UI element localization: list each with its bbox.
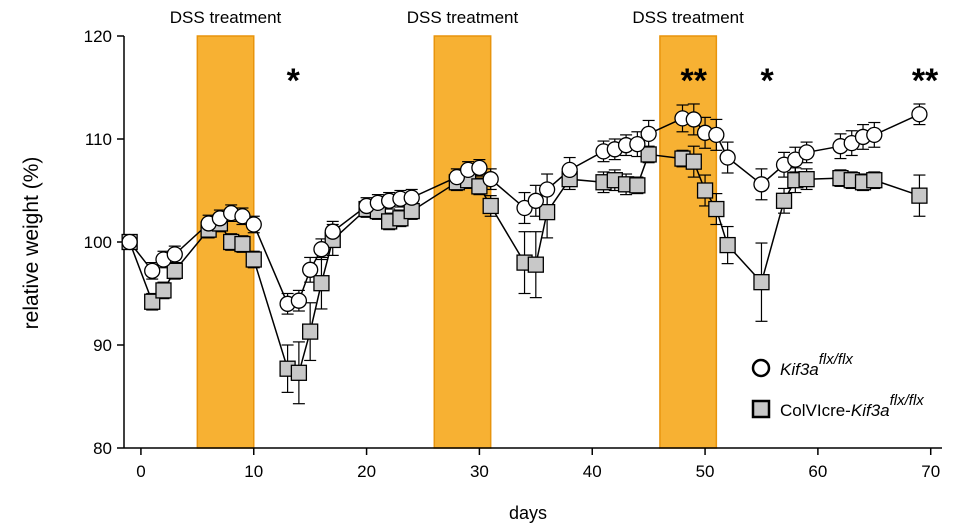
series-markers [121, 106, 928, 381]
data-point-circle [471, 159, 488, 176]
x-tick-label-40: 40 [583, 462, 602, 481]
data-point-circle [166, 246, 183, 263]
data-point-circle [866, 126, 883, 144]
data-point-circle [290, 292, 308, 309]
data-point-circle [234, 208, 251, 225]
data-point-square [719, 236, 736, 254]
x-tick-label-0: 0 [136, 462, 145, 481]
data-point-square [696, 182, 714, 199]
data-point-circle [482, 171, 499, 188]
x-axis-title: days [509, 503, 547, 523]
data-point-square [775, 192, 793, 209]
data-point-square [538, 203, 556, 221]
y-axis-title: relative weight (%) [20, 157, 43, 330]
data-point-square [640, 146, 657, 163]
data-point-circle [245, 216, 262, 233]
y-tick-label-80: 80 [93, 439, 112, 458]
data-point-square [685, 153, 702, 170]
data-point-circle [640, 125, 657, 143]
data-point-square [245, 251, 262, 268]
data-point-circle [144, 262, 161, 279]
x-tick-label-60: 60 [808, 462, 827, 481]
significance-marker-4: ** [912, 62, 939, 100]
data-point-square [798, 171, 815, 188]
treatment-band-label-2: DSS treatment [407, 8, 519, 27]
legend-colvicre-sup: flx/flx [890, 392, 925, 409]
data-point-circle [121, 233, 138, 251]
data-point-circle [302, 261, 319, 278]
legend-colvicre-gene: Kif3a [851, 401, 890, 420]
data-point-circle [538, 181, 556, 198]
data-point-square [313, 275, 330, 292]
data-point-circle [324, 223, 341, 240]
data-point-square [708, 200, 725, 218]
legend-kif3a-sup: flx/flx [819, 351, 854, 368]
data-point-square [166, 262, 183, 279]
treatment-band-2 [433, 35, 492, 449]
x-tick-label-10: 10 [244, 462, 263, 481]
x-tick-label-20: 20 [357, 462, 376, 481]
data-point-square [234, 235, 251, 253]
legend-kif3a-name: Kif3a [780, 360, 819, 379]
data-point-circle [527, 192, 544, 209]
data-point-circle [561, 161, 578, 179]
data-point-square [302, 323, 319, 340]
data-point-square [290, 364, 308, 381]
data-point-square [155, 282, 172, 299]
treatment-band-label-1: DSS treatment [170, 8, 282, 27]
y-tick-label-120: 120 [84, 27, 112, 46]
data-point-square [527, 256, 544, 273]
axes: 0 10 20 30 40 50 60 70 80 90 100 110 120 [84, 27, 942, 481]
data-point-circle [403, 189, 420, 206]
legend-label-colvicre: ColVIcre-Kif3aflx/flx [780, 392, 924, 420]
data-point-circle [708, 126, 725, 144]
legend-square-marker [751, 399, 771, 419]
significance-marker-2: ** [681, 62, 708, 100]
data-point-square [482, 197, 499, 215]
data-point-square [753, 274, 770, 291]
y-tick-label-100: 100 [84, 233, 112, 252]
data-point-square [629, 177, 646, 194]
data-point-circle [685, 111, 702, 128]
treatment-band-label-3: DSS treatment [632, 8, 744, 27]
significance-marker-1: * [287, 62, 301, 100]
data-point-circle [313, 241, 330, 258]
y-tick-label-110: 110 [85, 130, 112, 149]
significance-marker-3: * [761, 62, 775, 100]
data-point-circle [629, 135, 646, 153]
legend-circle-marker [751, 358, 771, 378]
legend-colvicre-prefix: ColVIcre- [780, 401, 851, 420]
data-point-square [866, 172, 883, 189]
x-tick-label-50: 50 [696, 462, 715, 481]
x-tick-label-70: 70 [921, 462, 940, 481]
data-point-circle [798, 144, 815, 161]
significance-annotations: * ** * ** [287, 62, 939, 100]
x-tick-label-30: 30 [470, 462, 489, 481]
y-tick-label-90: 90 [93, 336, 112, 355]
data-point-circle [753, 176, 770, 193]
data-point-circle [911, 106, 928, 123]
data-point-circle [719, 149, 736, 166]
data-point-square [911, 187, 928, 204]
legend-label-kif3a: Kif3aflx/flx [780, 351, 853, 379]
legend: Kif3aflx/flx ColVIcre-Kif3aflx/flx [751, 351, 924, 420]
